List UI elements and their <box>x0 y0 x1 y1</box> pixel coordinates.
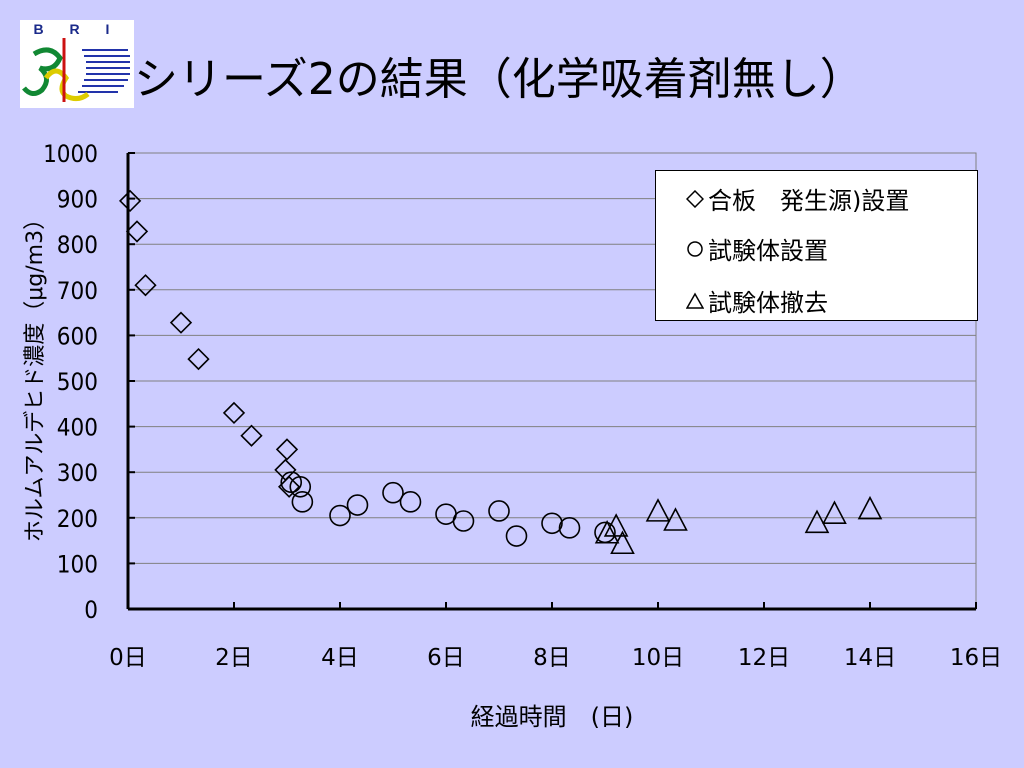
legend-item-specimen-installed: 試験体設置 <box>686 231 828 266</box>
diamond-data-point <box>240 424 263 447</box>
circle-data-point <box>541 512 563 535</box>
x-tick-label: 14日 <box>844 645 896 671</box>
x-tick-label: 2日 <box>215 645 253 671</box>
circle-marker-icon <box>687 240 703 257</box>
legend-item-plywood: 合板 発生源)設置 <box>686 181 909 216</box>
y-tick-label: 100 <box>57 550 98 578</box>
legend-label: 試験体撤去 <box>708 289 828 317</box>
logo-text: B R I <box>33 21 121 37</box>
triangle-data-point <box>603 513 629 537</box>
triangle-data-point <box>663 507 688 531</box>
diamond-data-point <box>277 475 301 498</box>
circle-data-point <box>505 525 528 547</box>
circle-data-point <box>291 491 314 513</box>
triangle-data-point <box>804 509 830 534</box>
x-tick-label: 6日 <box>427 645 465 671</box>
triangle-data-point <box>645 498 671 522</box>
bri-logo: B R I <box>20 20 134 108</box>
page-title: シリーズ2の結果（化学吸着剤無し） <box>134 54 864 105</box>
y-tick-label: 300 <box>57 459 98 487</box>
x-tick-label: 8日 <box>533 645 571 671</box>
diamond-data-point <box>275 438 299 461</box>
x-tick-label: 4日 <box>321 645 359 671</box>
x-axis-label: 経過時間 (日) <box>470 703 634 731</box>
x-tick-label: 0日 <box>109 645 147 671</box>
triangle-data-point <box>610 530 635 555</box>
circle-data-point <box>399 491 422 513</box>
diamond-data-point <box>222 401 246 425</box>
circle-data-point <box>488 500 510 522</box>
chart-legend: 合板 発生源)設置 試験体設置 試験体撤去 <box>655 170 978 321</box>
circle-data-point <box>558 517 581 539</box>
triangle-data-point <box>822 500 847 524</box>
y-tick-label: 1000 <box>43 140 98 168</box>
legend-item-specimen-removed: 試験体撤去 <box>686 283 828 318</box>
diamond-marker-icon <box>686 189 704 208</box>
triangle-marker-icon <box>686 291 704 309</box>
y-tick-label: 400 <box>57 414 98 442</box>
diamond-data-point <box>125 220 149 243</box>
y-tick-label: 900 <box>57 186 98 214</box>
y-tick-label: 600 <box>57 322 98 350</box>
gridlines <box>128 152 976 564</box>
logo-emblem <box>22 38 130 102</box>
circle-data-point <box>329 504 351 527</box>
triangle-data-point <box>594 520 620 544</box>
y-tick-label: 700 <box>57 277 98 305</box>
diamond-data-point <box>187 347 210 371</box>
circle-data-point <box>452 510 475 532</box>
circle-data-point <box>289 475 312 498</box>
legend-label: 合板 発生源)設置 <box>708 187 910 215</box>
diamond-data-point <box>169 311 193 334</box>
circle-data-point <box>346 494 369 516</box>
legend-label: 試験体設置 <box>708 237 828 265</box>
y-tick-label: 200 <box>57 505 98 533</box>
data-points <box>118 189 883 555</box>
x-tick-label: 16日 <box>950 645 1002 671</box>
y-axis-label: ホルムアルデヒド濃度（μg/m3） <box>23 207 48 543</box>
diamond-data-point <box>134 274 157 297</box>
y-tick-label: 500 <box>57 368 98 396</box>
y-tick-label: 0 <box>84 596 98 624</box>
y-tick-label: 800 <box>57 231 98 259</box>
x-tick-label: 12日 <box>738 645 790 671</box>
x-axis-ticks: 0日 2日 4日 6日 8日 10日 12日 14日 16日 <box>109 602 1002 671</box>
triangle-data-point <box>857 495 883 520</box>
circle-data-point <box>382 481 404 504</box>
x-tick-label: 10日 <box>632 645 684 671</box>
diamond-data-point <box>118 189 142 213</box>
y-axis-ticks: 0 100 200 300 400 500 600 700 800 900 1000 <box>43 140 135 624</box>
